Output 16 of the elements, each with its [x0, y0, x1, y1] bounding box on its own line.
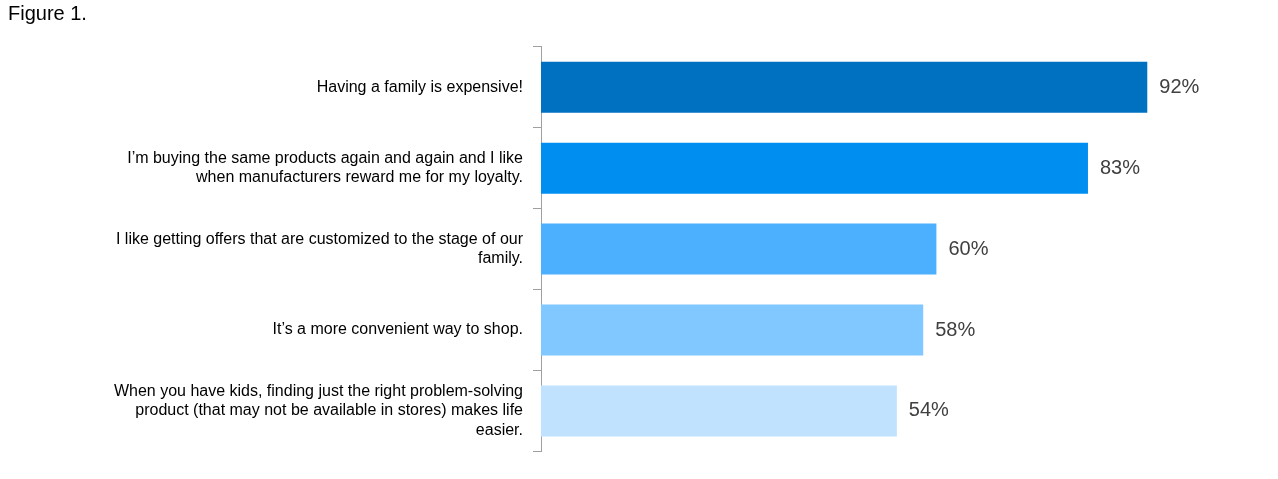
- data-label: 54%: [908, 398, 950, 421]
- y-tick-label: I’m buying the same products again and again and I like when manufacturers reward me for my loyalty.: [127, 148, 524, 186]
- bar: [541, 304, 924, 356]
- bar: [541, 223, 937, 275]
- bar: [541, 61, 1148, 113]
- bar: [541, 385, 897, 437]
- y-tick-label: I like getting offers that are customized to the stage of our family.: [115, 229, 524, 267]
- y-tick-label: Having a family is expensive!: [316, 77, 523, 95]
- y-tick-label: When you have kids, finding just the right problem-solving product (that may not be available in stores) makes life easier.: [113, 382, 524, 438]
- text: Figure 1.: [8, 2, 87, 25]
- data-label: 83%: [1099, 155, 1141, 178]
- data-label: 92%: [1159, 74, 1200, 97]
- data-label: 58%: [935, 317, 976, 340]
- bar: [541, 142, 1088, 194]
- data-label: 60%: [948, 236, 989, 259]
- y-tick-label: It’s a more convenient way to shop.: [272, 320, 523, 338]
